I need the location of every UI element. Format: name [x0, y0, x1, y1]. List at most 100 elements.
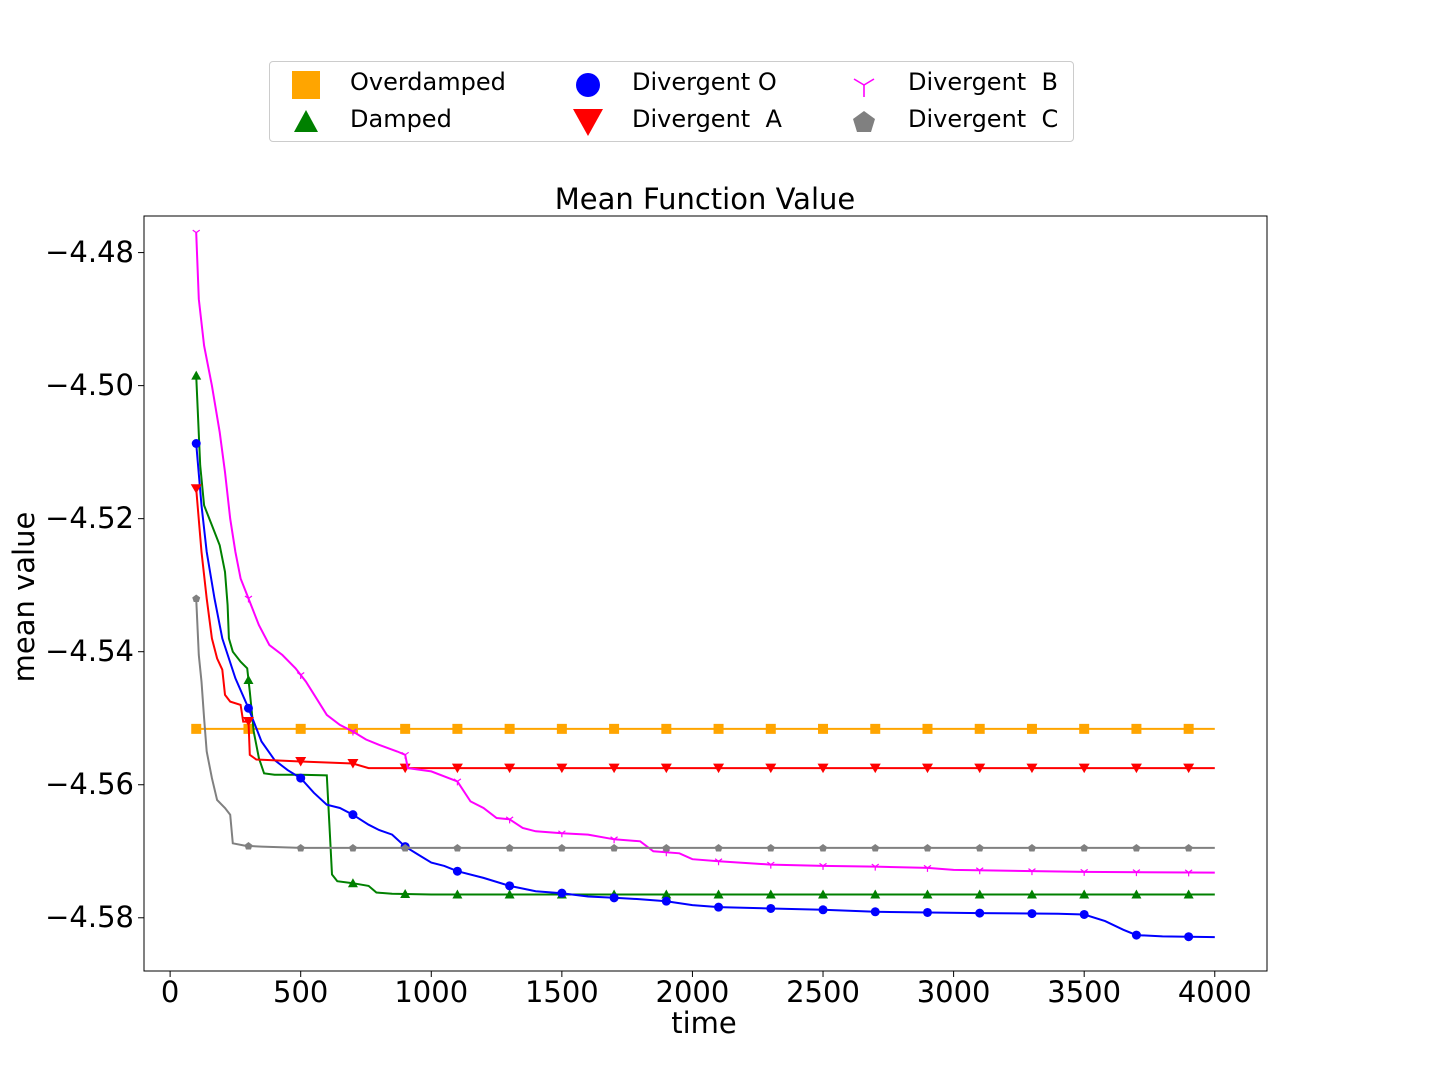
data-point-divergent-c	[557, 843, 566, 852]
data-point-divergent-a	[295, 756, 307, 767]
data-point-damped	[1079, 889, 1090, 899]
data-point-divergent-a	[1026, 763, 1038, 774]
data-point-divergent-c	[923, 843, 932, 852]
y-tick-label: −4.56	[45, 766, 134, 801]
data-point-divergent-a	[1130, 763, 1142, 774]
data-point-divergent-o	[243, 703, 253, 713]
series-line-damped	[195, 375, 1215, 896]
data-point-divergent-b	[610, 836, 618, 844]
data-point-divergent-a	[974, 763, 986, 774]
data-point-divergent-o	[1079, 909, 1089, 919]
series-line-divergent-o	[195, 443, 1215, 939]
data-point-divergent-o	[452, 866, 462, 876]
data-point-overdamped	[504, 723, 515, 734]
data-point-divergent-a	[1183, 763, 1195, 774]
data-point-divergent-o	[766, 903, 776, 913]
x-tick-label: 3500	[1047, 975, 1122, 1009]
data-point-overdamped	[1079, 723, 1090, 734]
series-line-divergent-b	[195, 232, 1215, 874]
data-point-divergent-o	[818, 905, 828, 915]
data-point-damped	[713, 889, 724, 899]
data-point-damped	[765, 889, 776, 899]
legend: Overdamped Damped Divergent O Divergent …	[269, 61, 1074, 142]
legend-marker-divergent-c	[853, 111, 875, 132]
data-point-divergent-b	[766, 861, 775, 869]
data-point-overdamped	[295, 723, 306, 734]
x-tick-label: 0	[160, 975, 180, 1009]
data-point-overdamped	[818, 723, 829, 734]
x-tick-label: 500	[273, 975, 329, 1009]
y-tick-label: −4.58	[45, 899, 134, 934]
data-point-divergent-c	[1132, 843, 1141, 852]
data-point-divergent-o	[557, 888, 567, 898]
data-point-divergent-o	[975, 908, 985, 918]
data-point-damped	[1131, 889, 1142, 899]
data-point-divergent-b	[558, 830, 566, 838]
data-point-divergent-b	[244, 595, 253, 603]
data-point-divergent-b	[296, 671, 305, 679]
data-point-overdamped	[922, 723, 933, 734]
data-point-divergent-b	[192, 229, 201, 237]
data-point-overdamped	[974, 723, 985, 734]
y-tick-label: −4.48	[45, 234, 134, 269]
legend-marker-divergent-b	[853, 78, 875, 97]
data-point-divergent-b	[1184, 869, 1193, 877]
data-point-divergent-b	[349, 728, 357, 736]
data-point-divergent-c	[296, 843, 305, 852]
data-point-divergent-b	[714, 858, 723, 866]
data-point-divergent-o	[296, 773, 306, 783]
data-point-divergent-c	[819, 843, 828, 852]
legend-marker-divergent-o	[576, 73, 600, 97]
y-tick-label: −4.52	[45, 500, 134, 535]
data-point-divergent-a	[190, 484, 202, 494]
data-point-divergent-c	[192, 594, 201, 602]
data-point-damped	[243, 674, 254, 684]
data-point-divergent-o	[1184, 932, 1194, 942]
data-point-overdamped	[400, 723, 411, 734]
legend-marker-damped	[294, 110, 318, 132]
data-point-divergent-a	[765, 763, 777, 774]
data-point-divergent-o	[714, 902, 724, 912]
legend-label-divergent-c: Divergent C	[908, 105, 1059, 133]
data-point-divergent-c	[1027, 843, 1036, 852]
legend-marker-overdamped	[292, 71, 320, 99]
series-line-divergent-c	[195, 598, 1215, 849]
data-point-divergent-a	[608, 763, 620, 774]
data-point-damped	[661, 889, 672, 899]
data-point-divergent-c	[766, 843, 775, 852]
series-line-divergent-a	[195, 488, 1215, 770]
data-point-overdamped	[1183, 723, 1194, 734]
data-point-divergent-b	[975, 867, 984, 875]
data-point-damped	[400, 889, 411, 899]
data-point-divergent-b	[1080, 868, 1089, 876]
data-point-divergent-c	[871, 843, 880, 852]
data-point-divergent-o	[870, 907, 880, 917]
legend-label-divergent-o: Divergent O	[632, 68, 777, 96]
data-point-divergent-a	[921, 763, 933, 774]
data-point-divergent-o	[661, 896, 671, 906]
data-point-damped	[818, 889, 829, 899]
data-point-damped	[452, 889, 463, 899]
data-point-divergent-c	[244, 842, 253, 850]
data-point-divergent-a	[347, 758, 359, 769]
data-point-overdamped	[870, 723, 881, 734]
data-point-divergent-o	[505, 881, 515, 891]
data-point-divergent-c	[453, 843, 462, 852]
data-point-divergent-a	[451, 763, 463, 774]
data-point-divergent-c	[1184, 843, 1193, 852]
data-point-divergent-o	[1131, 930, 1141, 940]
legend-marker-divergent-a	[573, 109, 603, 136]
data-point-divergent-o	[922, 907, 932, 917]
data-point-divergent-b	[1132, 869, 1141, 877]
x-tick-label: 1500	[524, 975, 599, 1009]
data-point-divergent-b	[1028, 868, 1036, 876]
data-point-overdamped	[661, 723, 672, 734]
data-point-divergent-b	[453, 778, 462, 786]
data-point-divergent-a	[817, 763, 829, 774]
data-point-divergent-o	[1027, 909, 1037, 919]
x-tick-label: 2000	[655, 975, 730, 1009]
data-point-divergent-b	[401, 751, 410, 759]
data-point-divergent-c	[714, 843, 723, 852]
data-point-divergent-b	[505, 816, 514, 824]
